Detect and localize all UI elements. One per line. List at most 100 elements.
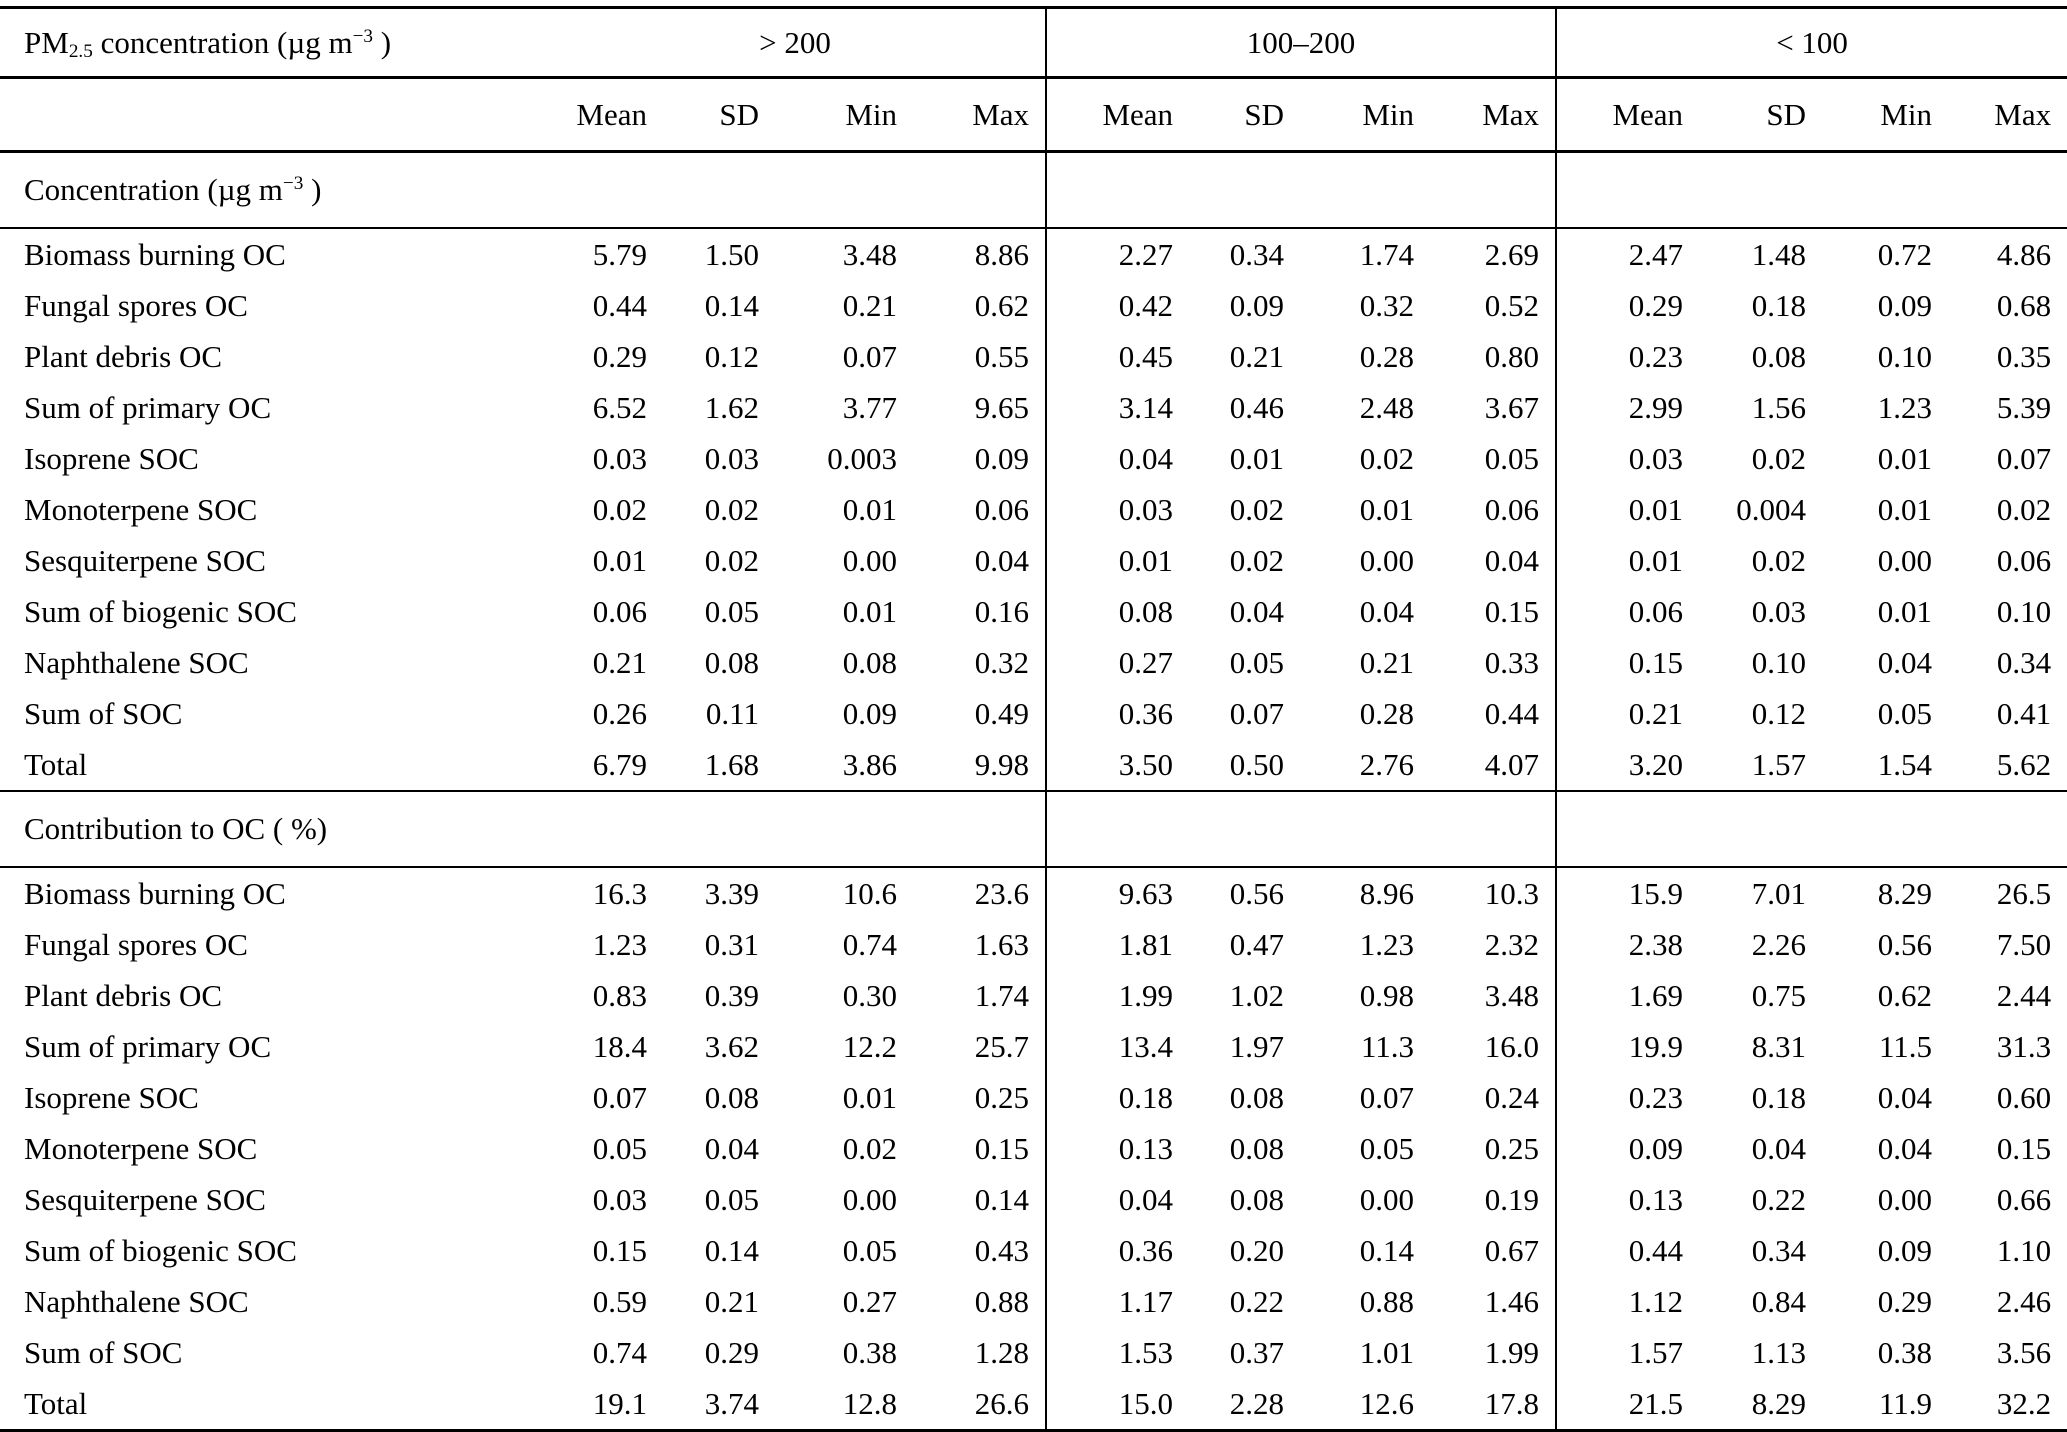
data-cell: 0.08 — [1045, 586, 1190, 637]
data-cell: 9.98 — [913, 739, 1047, 792]
data-cell: 1.81 — [1045, 919, 1190, 970]
section-title: Contribution to OC ( %) — [0, 791, 1047, 868]
data-cell: 1.74 — [974, 977, 1030, 1013]
stat-header-max: Max — [1948, 77, 2067, 153]
data-cell: 0.21 — [1359, 644, 1415, 680]
data-cell: 0.16 — [974, 593, 1030, 629]
data-cell: 1.99 — [1484, 1334, 1540, 1370]
data-cell: 0.02 — [1996, 491, 2052, 527]
data-cell: 0.04 — [1045, 1174, 1190, 1225]
data-cell: 0.13 — [1555, 1174, 1700, 1225]
data-cell: 11.5 — [1878, 1028, 1933, 1064]
row-label: Sum of biogenic SOC — [24, 593, 297, 629]
data-cell: 0.72 — [1877, 236, 1933, 272]
data-cell: 0.37 — [1229, 1334, 1285, 1370]
data-cell: 0.05 — [842, 1232, 897, 1268]
data-cell: 0.08 — [1751, 338, 1807, 374]
data-cell: 1.13 — [1751, 1334, 1807, 1370]
table-row: Isoprene SOC 0.07 0.08 0.01 0.25 0.18 0.08 0.07… — [0, 1072, 2067, 1123]
data-cell: 0.09 — [974, 440, 1030, 476]
data-cell: 0.14 — [974, 1181, 1030, 1217]
data-cell: 0.44 — [592, 287, 647, 323]
table-row: Sum of primary OC 6.52 1.62 3.77 9.65 3.14 0.4… — [0, 382, 2067, 433]
data-cell: 0.09 — [1555, 1123, 1700, 1174]
table-row: Biomass burning OC 5.79 1.50 3.48 8.86 2.27 0.… — [0, 228, 2067, 280]
data-cell: 3.62 — [704, 1028, 759, 1064]
row-label: Sum of biogenic SOC — [24, 1232, 297, 1268]
data-cell: 0.36 — [1045, 688, 1190, 739]
stat-header-min: Min — [1300, 77, 1431, 153]
data-cell: 0.03 — [592, 440, 647, 476]
data-cell: 0.56 — [1877, 926, 1933, 962]
table-row: Sum of biogenic SOC 0.15 0.14 0.05 0.43 0.36 0… — [0, 1225, 2067, 1276]
data-cell: 9.63 — [1045, 867, 1190, 919]
data-cell: 0.00 — [842, 542, 897, 578]
pm-subscript: 2.5 — [68, 41, 93, 63]
data-cell: 0.22 — [1229, 1283, 1285, 1319]
data-cell: 1.02 — [1229, 977, 1285, 1013]
corner-text: PM — [24, 24, 69, 60]
data-cell: 0.06 — [974, 491, 1030, 527]
data-cell: 1.28 — [974, 1334, 1030, 1370]
data-cell: 0.06 — [592, 593, 647, 629]
unit-exponent: −3 — [282, 173, 304, 195]
data-cell: 6.52 — [592, 389, 647, 425]
data-cell: 7.01 — [1751, 875, 1807, 911]
data-cell: 0.33 — [1484, 644, 1540, 680]
data-cell: 0.21 — [704, 1283, 759, 1319]
data-cell: 3.56 — [1996, 1334, 2052, 1370]
row-label: Isoprene SOC — [24, 1079, 199, 1115]
data-cell: 0.34 — [1751, 1232, 1807, 1268]
data-cell: 5.79 — [592, 236, 647, 272]
table-row: Sum of SOC 0.26 0.11 0.09 0.49 0.36 0.07 0.28 0.… — [0, 688, 2067, 739]
row-label: Sum of primary OC — [24, 1028, 272, 1064]
stat-header-max: Max — [913, 77, 1047, 153]
data-cell: 2.38 — [1555, 919, 1700, 970]
table-row: Plant debris OC 0.29 0.12 0.07 0.55 0.45 0.21 0… — [0, 331, 2067, 382]
data-cell: 0.42 — [1045, 280, 1190, 331]
data-cell: 0.26 — [592, 695, 647, 731]
data-cell: 0.55 — [974, 338, 1030, 374]
data-cell: 1.12 — [1555, 1276, 1700, 1327]
data-cell: 1.01 — [1359, 1334, 1415, 1370]
data-cell: 0.24 — [1484, 1079, 1540, 1115]
data-cell: 0.23 — [1555, 331, 1700, 382]
data-cell: 0.28 — [1359, 338, 1415, 374]
table-row: Monoterpene SOC 0.02 0.02 0.01 0.06 0.03 0.02 0… — [0, 484, 2067, 535]
data-cell: 0.03 — [704, 440, 759, 476]
data-cell: 1.99 — [1045, 970, 1190, 1021]
data-cell: 1.62 — [704, 389, 759, 425]
row-label: Total — [0, 739, 545, 792]
data-cell: 0.10 — [1996, 593, 2052, 629]
data-cell: 0.03 — [1045, 484, 1190, 535]
data-cell: 0.07 — [1996, 440, 2052, 476]
data-cell: 0.02 — [1751, 542, 1807, 578]
data-cell: 0.08 — [842, 644, 897, 680]
data-cell: 0.03 — [592, 1181, 647, 1217]
data-cell: 3.48 — [842, 236, 897, 272]
data-cell: 0.38 — [842, 1334, 897, 1370]
row-label: Biomass burning OC — [24, 875, 286, 911]
data-cell: 0.15 — [1484, 593, 1540, 629]
data-cell: 16.0 — [1484, 1028, 1540, 1064]
data-cell: 0.07 — [1229, 695, 1285, 731]
data-cell: 0.02 — [1751, 440, 1807, 476]
data-cell: 0.08 — [704, 644, 759, 680]
data-cell: 0.01 — [842, 1079, 897, 1115]
data-cell: 0.25 — [974, 1079, 1030, 1115]
stat-header-min: Min — [775, 77, 913, 153]
data-cell: 0.09 — [1229, 287, 1285, 323]
data-cell: 0.22 — [1751, 1181, 1807, 1217]
data-cell: 1.69 — [1555, 970, 1700, 1021]
data-cell: 0.62 — [974, 287, 1030, 323]
group-header-gt-200: > 200 — [545, 7, 1047, 79]
data-cell: 3.67 — [1484, 389, 1540, 425]
data-cell: 19.9 — [1555, 1021, 1700, 1072]
row-label: Sesquiterpene SOC — [24, 542, 266, 578]
data-cell: 1.46 — [1484, 1283, 1540, 1319]
data-cell: 0.04 — [974, 542, 1030, 578]
data-cell: 0.13 — [1045, 1123, 1190, 1174]
table-row: Sesquiterpene SOC 0.01 0.02 0.00 0.04 0.01 0.0… — [0, 535, 2067, 586]
data-cell: 26.5 — [1996, 875, 2052, 911]
data-cell: 0.18 — [1751, 287, 1807, 323]
